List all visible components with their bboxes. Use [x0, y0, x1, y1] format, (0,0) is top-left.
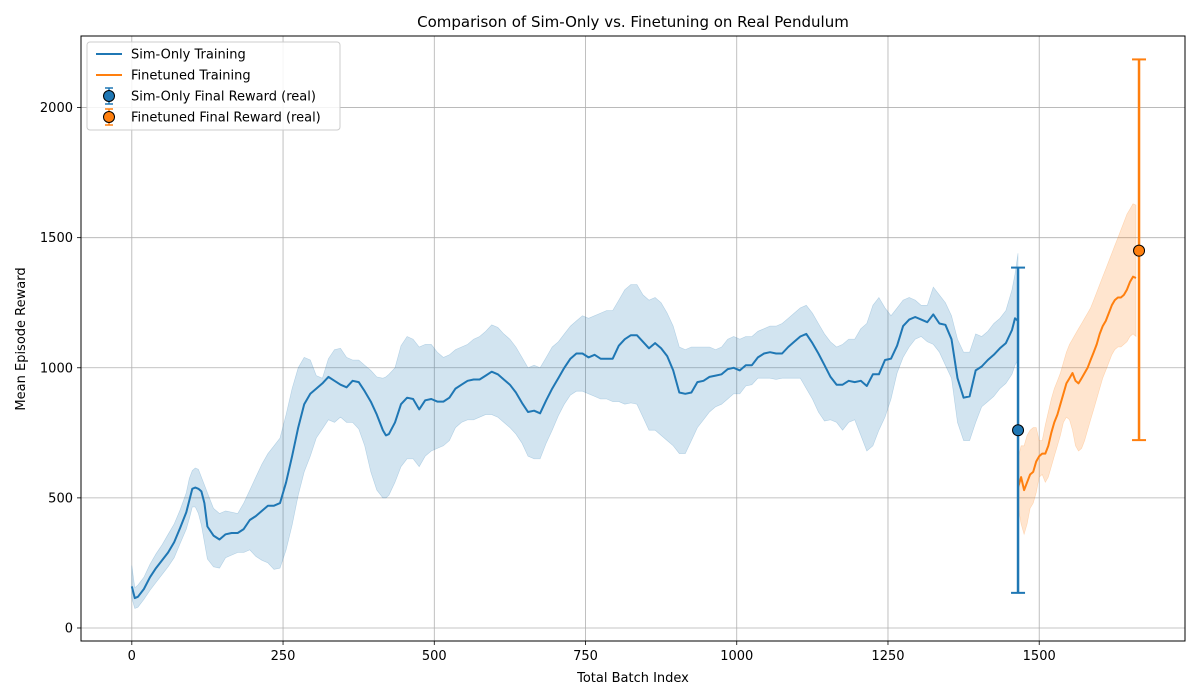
x-tick-label: 1500 — [1023, 649, 1056, 664]
legend-label: Finetuned Training — [131, 69, 251, 84]
y-axis-label: Mean Episode Reward — [14, 267, 29, 410]
legend: Sim-Only Training Finetuned Training Sim-O… — [86, 41, 341, 131]
y-axis-ticks: 0 500 1000 1500 2000 — [40, 101, 81, 636]
y-tick-label: 1500 — [40, 231, 73, 246]
x-axis-label: Total Batch Index — [576, 671, 689, 686]
legend-marker-swatch — [103, 90, 115, 102]
legend-label: Sim-Only Training — [131, 48, 246, 63]
error-bars — [1011, 58, 1147, 594]
y-tick-label: 500 — [48, 491, 73, 506]
errorbar-point — [1133, 244, 1146, 257]
x-tick-label: 1250 — [871, 649, 904, 664]
x-axis-ticks: 0 250 500 750 1000 1250 1500 — [128, 641, 1056, 664]
line-series-0 — [130, 313, 1019, 600]
y-tick-label: 1000 — [40, 361, 73, 376]
x-tick-label: 0 — [128, 649, 136, 664]
legend-marker-swatch — [103, 111, 115, 123]
x-tick-label: 1000 — [720, 649, 753, 664]
line-series-1 — [1017, 275, 1137, 492]
errorbar-point — [1012, 424, 1025, 437]
x-tick-label: 500 — [422, 649, 447, 664]
x-tick-label: 250 — [271, 649, 296, 664]
plot-frame — [80, 35, 1186, 642]
legend-label: Finetuned Final Reward (real) — [131, 111, 321, 126]
y-tick-label: 0 — [65, 621, 73, 636]
y-tick-label: 2000 — [40, 101, 73, 116]
chart-title: Comparison of Sim-Only vs. Finetuning on… — [417, 13, 849, 31]
legend-box — [86, 41, 341, 131]
x-tick-label: 750 — [573, 649, 598, 664]
legend-label: Sim-Only Final Reward (real) — [131, 90, 316, 105]
series-lines — [130, 275, 1137, 600]
grid-lines — [81, 36, 1185, 641]
band-series-1 — [1017, 203, 1137, 536]
